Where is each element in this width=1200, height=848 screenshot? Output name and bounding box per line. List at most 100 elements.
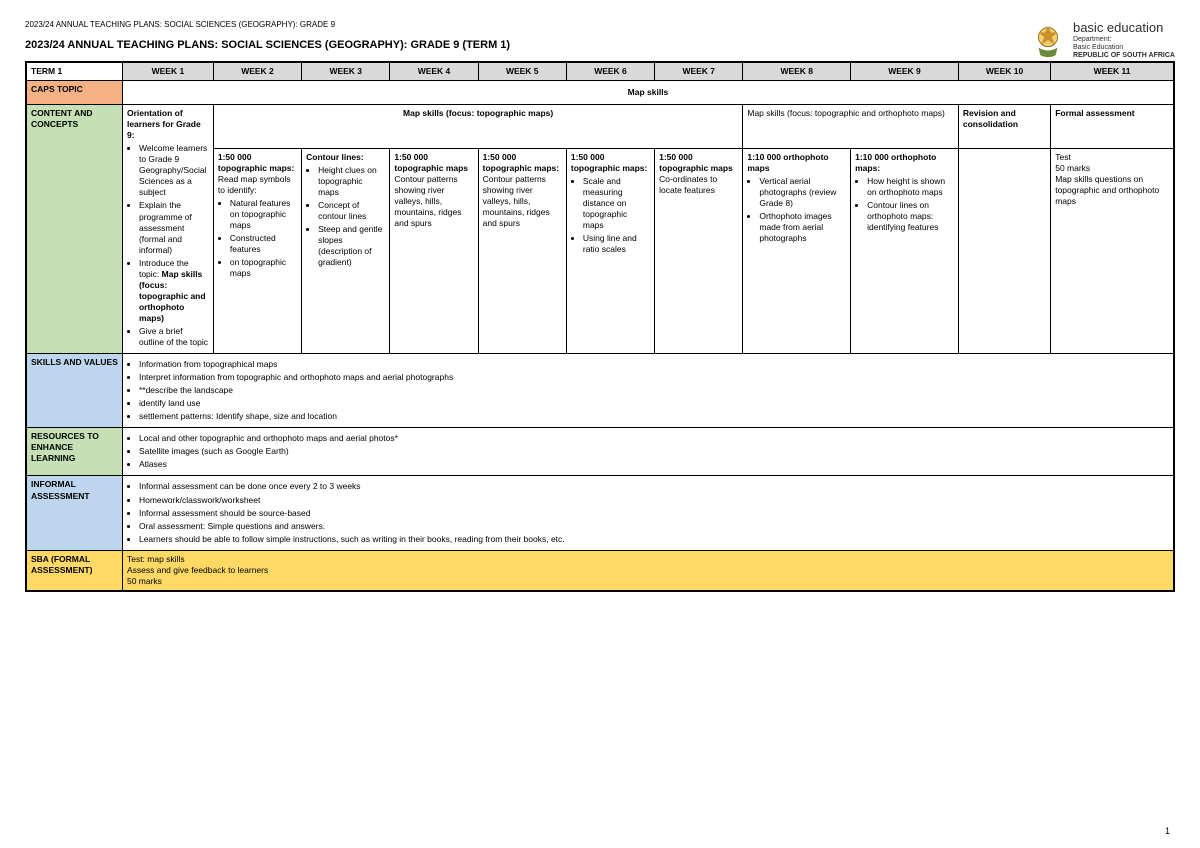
content-w1-head: Orientation of learners for Grade 9: (127, 108, 201, 140)
resources-list: Local and other topographic and orthopho… (139, 433, 1169, 470)
col-w3: WEEK 3 (302, 62, 390, 81)
sba-l3: 50 marks (127, 576, 1169, 587)
doc-header-main: 2023/24 ANNUAL TEACHING PLANS: SOCIAL SC… (25, 39, 1175, 51)
content-w10: Revision and consolidation (958, 105, 1050, 149)
content-w1: Orientation of learners for Grade 9: Wel… (122, 105, 213, 354)
content-w4: 1:50 000 topographic maps Contour patter… (390, 148, 478, 353)
content-w3: Contour lines: Height clues on topograph… (302, 148, 390, 353)
list-item: Atlases (139, 459, 1169, 470)
content-w6-head: 1:50 000 topographic maps: (571, 152, 648, 173)
content-w5-head: 1:50 000 topographic maps: (483, 152, 560, 173)
list-item: Explain the programme of assessment (for… (139, 200, 209, 255)
list-item: Introduce the topic: Map skills (focus: … (139, 258, 209, 324)
list-item: on topographic maps (230, 257, 297, 279)
col-w7: WEEK 7 (655, 62, 743, 81)
content-w11-l2: 50 marks (1055, 163, 1090, 173)
col-w9: WEEK 9 (851, 62, 959, 81)
col-w2: WEEK 2 (213, 62, 301, 81)
content-w2: 1:50 000 topographic maps: Read map symb… (213, 148, 301, 353)
list-item: Oral assessment: Simple questions and an… (139, 521, 1169, 532)
content-w11-body: Test 50 marks Map skills questions on to… (1051, 148, 1174, 353)
list-item: Interpret information from topographic a… (139, 372, 1169, 383)
content-w2-list: Natural features on topographic mapsCons… (230, 198, 297, 279)
content-span-w2-7: Map skills (focus: topographic maps) (213, 105, 743, 149)
row-resources: RESOURCES TO ENHANCE LEARNING Local and … (26, 428, 1174, 476)
content-w4-head: 1:50 000 topographic maps (394, 152, 468, 173)
col-w10: WEEK 10 (958, 62, 1050, 81)
list-item: identify land use (139, 398, 1169, 409)
list-item: Give a brief outline of the topic (139, 326, 209, 348)
list-item: Satellite images (such as Google Earth) (139, 446, 1169, 457)
page-number: 1 (1165, 826, 1170, 836)
content-w11-top: Formal assessment (1051, 105, 1174, 149)
list-item: **describe the landscape (139, 385, 1169, 396)
sba-l2: Assess and give feedback to learners (127, 565, 1169, 576)
list-item: Information from topographical maps (139, 359, 1169, 370)
list-item: Orthophoto images made from aerial photo… (759, 211, 846, 244)
content-w5-body: Contour patterns showing river valleys, … (483, 174, 550, 228)
logo-block: basic education Department: Basic Educat… (1029, 20, 1175, 61)
doc-header-small: 2023/24 ANNUAL TEACHING PLANS: SOCIAL SC… (25, 20, 1175, 29)
row-sba: SBA (FORMAL ASSESSMENT) Test: map skills… (26, 550, 1174, 591)
content-w3-head: Contour lines: (306, 152, 364, 162)
informal-cell: Informal assessment can be done once eve… (122, 476, 1174, 550)
list-item: Local and other topographic and orthopho… (139, 433, 1169, 444)
label-content: CONTENT AND CONCEPTS (26, 105, 122, 354)
content-w9-head: 1:10 000 orthophoto maps: (855, 152, 936, 173)
teaching-plan-table: TERM 1 WEEK 1 WEEK 2 WEEK 3 WEEK 4 WEEK … (25, 61, 1175, 592)
list-item: Welcome learners to Grade 9 Geography/So… (139, 143, 209, 198)
col-w4: WEEK 4 (390, 62, 478, 81)
list-item: Scale and measuring distance on topograp… (583, 176, 650, 231)
content-w11-l3: Map skills questions on topographic and … (1055, 174, 1159, 206)
row-caps-topic: CAPS TOPIC Map skills (26, 81, 1174, 105)
content-span-w8-9: Map skills (focus: topographic and ortho… (743, 105, 959, 149)
content-w2-lead: Read map symbols to identify: (218, 174, 291, 195)
label-skills: SKILLS AND VALUES (26, 354, 122, 428)
col-w11: WEEK 11 (1051, 62, 1174, 81)
logo-text-l1: basic education (1073, 20, 1175, 36)
logo-text-l4: REPUBLIC OF SOUTH AFRICA (1073, 52, 1175, 60)
list-item: Vertical aerial photographs (review Grad… (759, 176, 846, 209)
logo-text-l3: Basic Education (1073, 44, 1175, 52)
col-term: TERM 1 (26, 62, 122, 81)
content-w1-list: Welcome learners to Grade 9 Geography/So… (139, 143, 209, 348)
col-w6: WEEK 6 (566, 62, 654, 81)
list-item: Height clues on topographic maps (318, 165, 385, 198)
list-item: How height is shown on orthophoto maps (867, 176, 954, 198)
skills-list: Information from topographical maps Inter… (139, 359, 1169, 422)
row-content-top: CONTENT AND CONCEPTS Orientation of lear… (26, 105, 1174, 149)
coat-of-arms-icon (1029, 21, 1067, 59)
list-item: Constructed features (230, 233, 297, 255)
sba-l1: Test: map skills (127, 554, 1169, 565)
table-header-row: TERM 1 WEEK 1 WEEK 2 WEEK 3 WEEK 4 WEEK … (26, 62, 1174, 81)
content-w6: 1:50 000 topographic maps: Scale and mea… (566, 148, 654, 353)
col-w1: WEEK 1 (122, 62, 213, 81)
sba-cell: Test: map skills Assess and give feedbac… (122, 550, 1174, 591)
content-w3-list: Height clues on topographic mapsConcept … (318, 165, 385, 268)
list-item: Using line and ratio scales (583, 233, 650, 255)
list-item: Informal assessment can be done once eve… (139, 481, 1169, 492)
content-w8: 1:10 000 orthophoto maps Vertical aerial… (743, 148, 851, 353)
content-w2-head: 1:50 000 topographic maps: (218, 152, 295, 173)
content-w5: 1:50 000 topographic maps: Contour patte… (478, 148, 566, 353)
list-item: Learners should be able to follow simple… (139, 534, 1169, 545)
label-resources: RESOURCES TO ENHANCE LEARNING (26, 428, 122, 476)
content-w7-head: 1:50 000 topographic maps (659, 152, 733, 173)
content-w7: 1:50 000 topographic maps Co-ordinates t… (655, 148, 743, 353)
list-item: Homework/classwork/worksheet (139, 495, 1169, 506)
list-item: Informal assessment should be source-bas… (139, 508, 1169, 519)
list-item: Steep and gentle slopes (description of … (318, 224, 385, 268)
row-informal: INFORMAL ASSESSMENT Informal assessment … (26, 476, 1174, 550)
resources-cell: Local and other topographic and orthopho… (122, 428, 1174, 476)
list-item: settlement patterns: Identify shape, siz… (139, 411, 1169, 422)
list-item: Concept of contour lines (318, 200, 385, 222)
logo-text-l2: Department: (1073, 36, 1175, 44)
content-w9-list: How height is shown on orthophoto mapsCo… (867, 176, 954, 233)
label-sba: SBA (FORMAL ASSESSMENT) (26, 550, 122, 591)
content-w9: 1:10 000 orthophoto maps: How height is … (851, 148, 959, 353)
col-w8: WEEK 8 (743, 62, 851, 81)
label-caps-topic: CAPS TOPIC (26, 81, 122, 105)
content-w6-list: Scale and measuring distance on topograp… (583, 176, 650, 255)
list-item: Natural features on topographic maps (230, 198, 297, 231)
content-w7-body: Co-ordinates to locate features (659, 174, 717, 195)
